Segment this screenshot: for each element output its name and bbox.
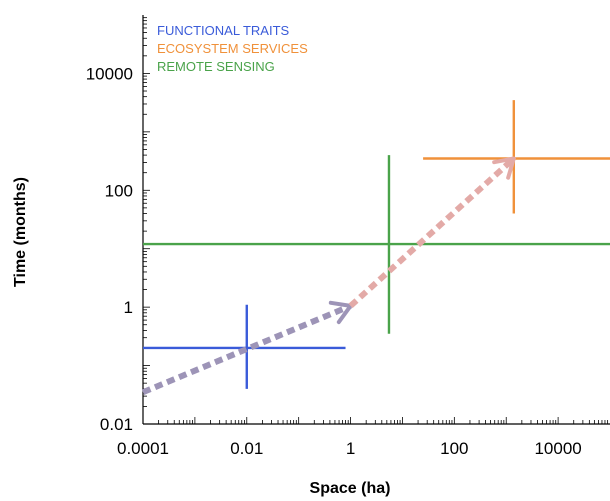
axes [142, 15, 610, 425]
series-ecosystem-services [423, 100, 610, 214]
trend-arrow-shaft [348, 156, 516, 309]
legend-entry: FUNCTIONAL TRAITS [157, 23, 290, 38]
legend-entry: REMOTE SENSING [157, 59, 275, 74]
minor-ticks [142, 17, 609, 425]
x-axis-title: Space (ha) [310, 480, 391, 497]
x-tick-label: 1 [346, 439, 355, 458]
trend-arrow-shaft [141, 303, 352, 395]
trend-arrow-head [492, 156, 516, 180]
series-group [143, 100, 610, 389]
y-tick-label: 1 [124, 298, 133, 317]
y-axis-title: Time (months) [12, 177, 29, 287]
arrows-group [141, 156, 516, 395]
y-tick-label: 100 [105, 181, 133, 200]
y-tick-label: 10000 [86, 64, 133, 83]
tick-labels: 0.0001 0.01 1 100 10000 0.01 1 100 10000 [86, 64, 582, 458]
x-tick-label: 10000 [534, 439, 581, 458]
x-tick-label: 0.0001 [117, 439, 169, 458]
legend: FUNCTIONAL TRAITS ECOSYSTEM SERVICES REMOT… [157, 23, 308, 74]
series-functional-traits [143, 304, 346, 389]
series-remote-sensing [143, 155, 610, 334]
x-tick-label: 0.01 [230, 439, 263, 458]
legend-entry: ECOSYSTEM SERVICES [157, 41, 308, 56]
y-tick-label: 0.01 [100, 415, 133, 434]
x-tick-label: 100 [440, 439, 468, 458]
trend-arrow [348, 156, 516, 309]
